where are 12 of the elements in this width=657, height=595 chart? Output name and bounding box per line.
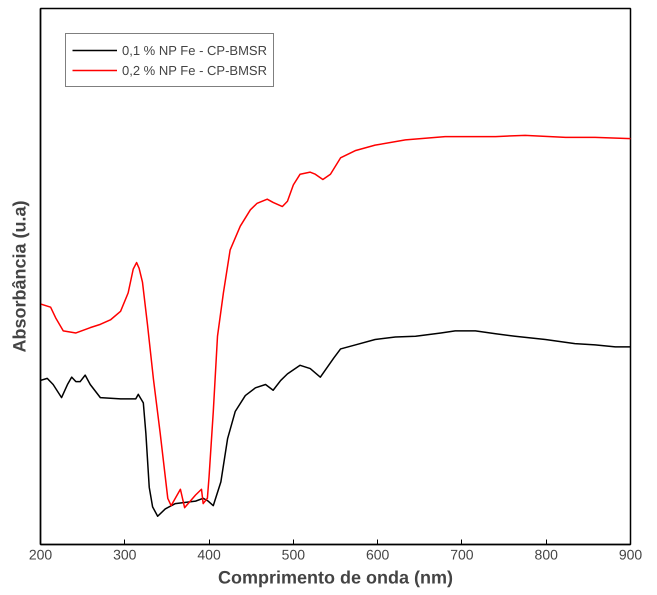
x-tick-label: 200 xyxy=(28,546,52,562)
x-tick-label: 300 xyxy=(113,546,137,562)
x-tick-label: 500 xyxy=(282,546,306,562)
x-tick-label: 900 xyxy=(618,546,642,562)
x-tick-label: 800 xyxy=(534,546,558,562)
x-axis-title: Comprimento de onda (nm) xyxy=(218,568,454,588)
x-tick-label: 700 xyxy=(450,546,474,562)
legend-label: 0,2 % NP Fe - CP-BMSR xyxy=(122,62,267,78)
x-tick-label: 400 xyxy=(197,546,221,562)
legend-label: 0,1 % NP Fe - CP-BMSR xyxy=(122,42,267,58)
y-axis-title: Absorbância (u.a) xyxy=(10,200,30,353)
x-tick-label: 600 xyxy=(366,546,390,562)
